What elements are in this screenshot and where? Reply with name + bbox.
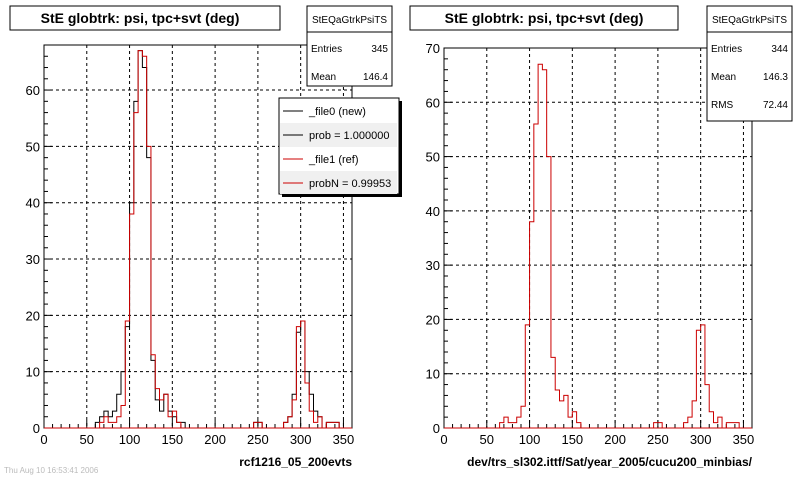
x-tick-label: 50 (80, 432, 94, 447)
histogram-panel-2: 0 50 100 150 200 250 300 350 0 10 20 30 40 50 60 70 StE … (409, 5, 793, 469)
x-tick-label: 350 (733, 432, 755, 447)
legend-entry-label: prob = 1.000000 (309, 130, 389, 142)
histogram-series-2 (95, 50, 344, 429)
legend-entries: _file0 (new) prob = 1.000000 _file1 (ref) p… (280, 106, 397, 194)
stats-label: Entries (711, 44, 742, 55)
y-tick-label: 0 (433, 421, 440, 436)
legend-entry-label: probN = 0.99953 (309, 178, 391, 190)
y-tick-label: 30 (426, 258, 440, 273)
y-tick-label: 60 (26, 83, 40, 98)
stats-label: Entries (311, 44, 342, 55)
y-tick-label: 30 (26, 252, 40, 267)
x-tick-label: 350 (333, 432, 355, 447)
y-tick-label: 70 (426, 41, 440, 56)
stats-label: Mean (311, 72, 336, 83)
x-tick-label: 0 (440, 432, 447, 447)
x-tick-label: 100 (519, 432, 541, 447)
stats-name: StEQaGtrkPsiTS (712, 15, 787, 26)
plot-frame (443, 47, 753, 429)
x-tick-label: 100 (119, 432, 141, 447)
legend-row-bg (280, 171, 397, 194)
y-tick-label: 0 (33, 421, 40, 436)
stats-value: 344 (771, 44, 788, 55)
stats-box (306, 5, 393, 87)
stats-value: 345 (371, 44, 388, 55)
legend-entry-label: _file1 (ref) (308, 154, 359, 166)
legend-entry-label: _file0 (new) (308, 106, 366, 118)
y-tick-label: 50 (426, 150, 440, 165)
x-tick-label: 250 (247, 432, 269, 447)
y-tick-label: 40 (426, 204, 440, 219)
chart-title: StE globtrk: psi, tpc+svt (deg) (41, 10, 240, 26)
chart-title: StE globtrk: psi, tpc+svt (deg) (445, 10, 644, 26)
x-tick-label: 0 (40, 432, 47, 447)
y-tick-label: 10 (26, 365, 40, 380)
title-box (409, 5, 679, 31)
y-tick-label: 50 (26, 139, 40, 154)
stats-box (706, 5, 793, 122)
x-tick-label: 50 (480, 432, 494, 447)
stats-label: RMS (711, 100, 734, 111)
title-box (9, 5, 281, 31)
y-tick-label: 20 (426, 312, 440, 327)
stats-value: 72.44 (763, 100, 788, 111)
x-tick-label: 200 (604, 432, 626, 447)
x-tick-label: 200 (204, 432, 226, 447)
y-tick-label: 10 (426, 367, 440, 382)
stats-value: 146.4 (363, 72, 388, 83)
y-tick-label: 20 (26, 308, 40, 323)
x-tick-label: 300 (290, 432, 312, 447)
x-tick-label: 300 (690, 432, 712, 447)
histogram-series-1 (495, 63, 744, 429)
y-tick-label: 60 (426, 95, 440, 110)
stats-label: Mean (711, 72, 736, 83)
footer-timestamp: Thu Aug 10 16:53:41 2006 (4, 466, 99, 475)
histogram-panel-1: 0 50 100 150 200 250 300 350 0 10 20 30 40 50 60 StE gl… (9, 5, 402, 469)
y-tick-label: 40 (26, 196, 40, 211)
x-tick-label: 150 (561, 432, 583, 447)
x-axis-label: dev/trs_sl302.ittf/Sat/year_2005/cucu200… (467, 455, 752, 469)
x-tick-label: 250 (647, 432, 669, 447)
stats-name: StEQaGtrkPsiTS (312, 15, 387, 26)
x-tick-label: 150 (161, 432, 183, 447)
stats-value: 146.3 (763, 72, 788, 83)
legend: _file0 (new) prob = 1.000000 _file1 (ref) p… (278, 97, 400, 195)
x-axis-label: rcf1216_05_200evts (239, 455, 352, 469)
